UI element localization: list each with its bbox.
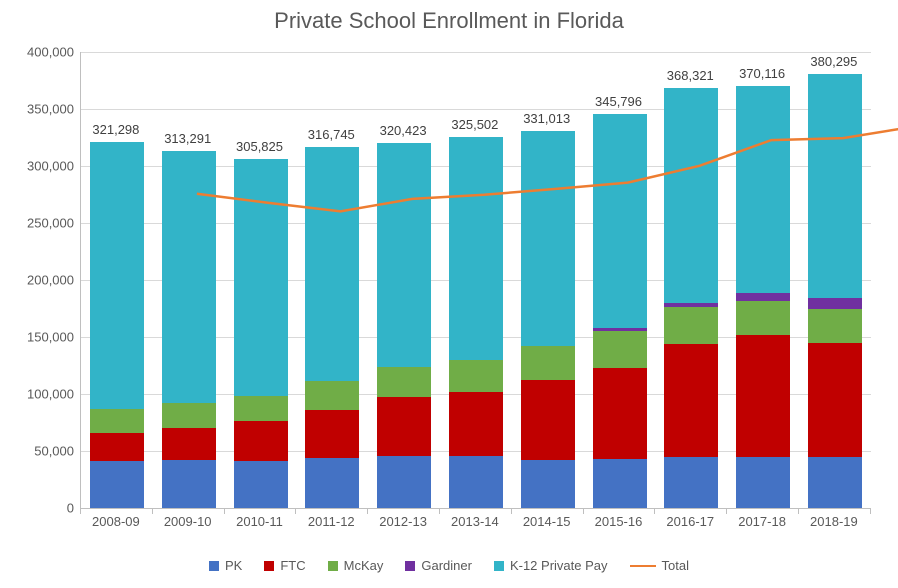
y-tick-label: 200,000: [4, 273, 74, 288]
legend-swatch: [209, 561, 219, 571]
x-tick-mark: [152, 508, 153, 514]
x-tick-label: 2018-19: [798, 514, 870, 529]
x-tick-mark: [798, 508, 799, 514]
x-tick-mark: [80, 508, 81, 514]
x-tick-mark: [726, 508, 727, 514]
total-label: 320,423: [363, 123, 443, 138]
legend-item: PK: [209, 558, 242, 573]
legend-item: Total: [630, 558, 689, 573]
total-label: 368,321: [650, 68, 730, 83]
legend-swatch: [405, 561, 415, 571]
bar-segment-k-12-private-pay: [90, 142, 144, 409]
x-tick-label: 2009-10: [152, 514, 224, 529]
legend-item: K-12 Private Pay: [494, 558, 608, 573]
total-label: 380,295: [794, 54, 874, 69]
legend-label: FTC: [280, 558, 305, 573]
legend-label: McKay: [344, 558, 384, 573]
x-tick-label: 2008-09: [80, 514, 152, 529]
y-tick-label: 150,000: [4, 330, 74, 345]
x-tick-label: 2011-12: [295, 514, 367, 529]
x-tick-mark: [439, 508, 440, 514]
total-line: [161, 104, 898, 560]
enrollment-chart: Private School Enrollment in Florida 0 50…: [0, 0, 898, 588]
legend-item: McKay: [328, 558, 384, 573]
y-tick-label: 100,000: [4, 387, 74, 402]
legend-label: Total: [662, 558, 689, 573]
total-label: 305,825: [220, 139, 300, 154]
legend-label: K-12 Private Pay: [510, 558, 608, 573]
legend-label: Gardiner: [421, 558, 472, 573]
x-tick-mark: [654, 508, 655, 514]
legend-label: PK: [225, 558, 242, 573]
x-tick-label: 2010-11: [224, 514, 296, 529]
legend-line-swatch: [630, 565, 656, 567]
x-tick-label: 2016-17: [654, 514, 726, 529]
legend-swatch: [494, 561, 504, 571]
x-tick-mark: [583, 508, 584, 514]
y-tick-label: 350,000: [4, 102, 74, 117]
y-tick-label: 50,000: [4, 444, 74, 459]
x-tick-mark: [511, 508, 512, 514]
bar-segment-pk: [90, 461, 144, 508]
y-tick-label: 300,000: [4, 159, 74, 174]
total-label: 331,013: [507, 111, 587, 126]
legend-item: Gardiner: [405, 558, 472, 573]
total-label: 321,298: [76, 122, 156, 137]
y-tick-label: 0: [4, 501, 74, 516]
legend-swatch: [328, 561, 338, 571]
bar-segment-mckay: [90, 409, 144, 433]
total-label: 345,796: [579, 94, 659, 109]
y-tick-label: 400,000: [4, 45, 74, 60]
total-label: 370,116: [722, 66, 802, 81]
y-tick-label: 250,000: [4, 216, 74, 231]
x-tick-mark: [295, 508, 296, 514]
x-tick-mark: [870, 508, 871, 514]
legend-item: FTC: [264, 558, 305, 573]
x-tick-mark: [367, 508, 368, 514]
legend: PK FTC McKay Gardiner K-12 Private Pay Total: [0, 558, 898, 573]
x-tick-label: 2012-13: [367, 514, 439, 529]
total-label: 313,291: [148, 131, 228, 146]
x-tick-label: 2017-18: [726, 514, 798, 529]
x-tick-label: 2014-15: [511, 514, 583, 529]
bar-segment-ftc: [90, 433, 144, 462]
x-tick-label: 2013-14: [439, 514, 511, 529]
x-tick-mark: [224, 508, 225, 514]
total-label: 316,745: [291, 127, 371, 142]
x-tick-label: 2015-16: [583, 514, 655, 529]
legend-swatch: [264, 561, 274, 571]
chart-title: Private School Enrollment in Florida: [0, 8, 898, 34]
total-label: 325,502: [435, 117, 515, 132]
